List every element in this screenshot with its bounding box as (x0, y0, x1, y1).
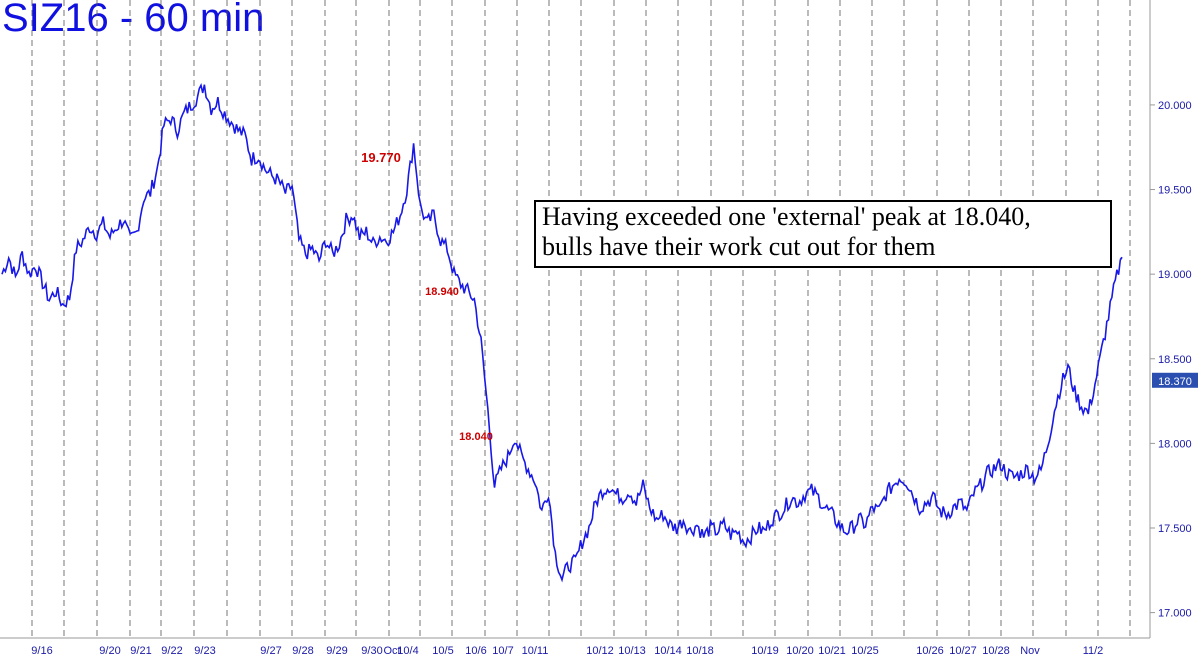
note-box: Having exceeded one 'external' peak at 1… (534, 200, 1112, 268)
x-tick-label: 9/23 (194, 645, 215, 657)
x-tick-label: 10/14 (654, 645, 682, 657)
last-price-box (1152, 372, 1198, 388)
x-tick-label: 9/22 (161, 645, 182, 657)
x-tick-label: 9/29 (326, 645, 347, 657)
chart-title: SIZ16 - 60 min (2, 0, 265, 40)
x-tick-label: 9/30 (361, 645, 382, 657)
x-tick-label: 10/6 (465, 645, 486, 657)
grid-lines (31, 0, 1131, 638)
y-tick-label: 19.500 (1158, 185, 1192, 197)
x-tick-label: 10/26 (916, 645, 944, 657)
y-tick-label: 18.500 (1158, 354, 1192, 366)
x-tick-label: 9/27 (260, 645, 281, 657)
x-axis-ticks: 9/16 9/20 9/21 9/22 9/23 9/27 9/28 9/29 9/30 Oct1… (31, 645, 1103, 657)
peak-label: 18.040 (459, 431, 493, 443)
last-price-label: 18.370 (1158, 376, 1192, 388)
peak-labels: 19.770 18.940 18.040 (361, 150, 493, 443)
note-line-1: Having exceeded one 'external' peak at 1… (542, 202, 1031, 231)
x-tick-label: 9/28 (292, 645, 313, 657)
x-tick-label: 10/4 (397, 645, 418, 657)
y-axis-ticks: 17.000 17.500 18.000 18.500 19.000 19.500 20.0… (1150, 100, 1192, 620)
x-tick-label: 10/19 (751, 645, 779, 657)
x-tick-label: 11/2 (1083, 645, 1104, 657)
y-tick-label: 18.000 (1158, 438, 1192, 450)
x-tick-label: 10/18 (686, 645, 714, 657)
note-line-2: bulls have their work cut out for them (542, 232, 936, 261)
y-tick-label: 20.000 (1158, 100, 1192, 112)
peak-label: 18.940 (425, 286, 459, 298)
x-tick-label: 10/11 (522, 645, 549, 657)
price-series-projection (1119, 256, 1123, 261)
x-tick-label: 10/12 (586, 645, 614, 657)
y-tick-label: 17.500 (1158, 523, 1192, 535)
x-tick-label: Oct (383, 645, 400, 657)
x-tick-label: 10/21 (818, 645, 846, 657)
x-tick-label: Nov (1020, 645, 1040, 657)
y-tick-label: 17.000 (1158, 608, 1192, 620)
x-tick-label: 10/5 (432, 645, 453, 657)
x-tick-label: 10/7 (492, 645, 513, 657)
last-price-marker: 18.370 (1152, 372, 1198, 388)
price-series-line (1, 83, 1122, 583)
x-tick-label: 10/28 (982, 645, 1010, 657)
x-tick-label: 10/13 (618, 645, 646, 657)
x-tick-label: 9/20 (99, 645, 120, 657)
x-tick-label: 9/16 (31, 645, 52, 657)
peak-label: 19.770 (361, 150, 401, 165)
x-tick-label: 10/25 (851, 645, 879, 657)
x-tick-label: 9/21 (130, 645, 151, 657)
x-tick-label: 10/27 (949, 645, 977, 657)
y-tick-label: 19.000 (1158, 269, 1192, 281)
x-tick-label: 10/20 (786, 645, 814, 657)
